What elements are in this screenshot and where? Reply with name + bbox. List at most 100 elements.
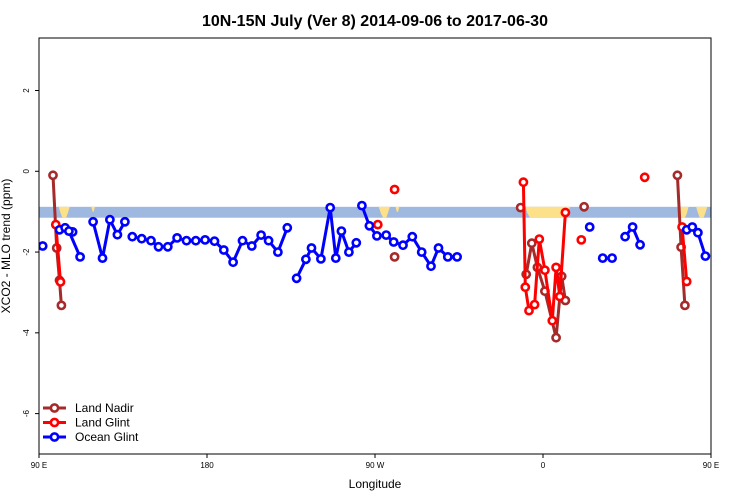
y-tick-label: -2 bbox=[22, 248, 31, 256]
ocean-glint-point bbox=[700, 251, 711, 261]
land-nadir-point bbox=[579, 201, 589, 212]
ocean-glint-point bbox=[237, 235, 248, 246]
ocean-glint-point bbox=[153, 241, 164, 252]
reference-band bbox=[39, 206, 737, 218]
ocean-glint-point bbox=[306, 243, 317, 253]
x-tick-label: 0 bbox=[541, 461, 546, 470]
band-overlay-2 bbox=[378, 206, 390, 218]
land-glint-line-6 bbox=[680, 226, 689, 282]
land-glint-point bbox=[518, 177, 529, 188]
land-glint-point bbox=[524, 305, 534, 316]
ocean-glint-line-3 bbox=[91, 218, 127, 260]
ocean-glint-point bbox=[607, 253, 617, 263]
y-tick-label: 2 bbox=[22, 88, 31, 93]
land-glint-point bbox=[560, 207, 571, 218]
legend-item-land-glint: Land Glint bbox=[43, 416, 130, 430]
ocean-glint-point bbox=[687, 222, 698, 232]
band-overlay-7 bbox=[733, 207, 737, 212]
ocean-glint-point bbox=[597, 253, 608, 263]
series-land-nadir bbox=[48, 170, 690, 343]
legend-label: Ocean Glint bbox=[75, 430, 139, 444]
ocean-glint-point bbox=[381, 230, 392, 240]
ocean-glint-point bbox=[112, 229, 123, 240]
x-tick-label: 90 E bbox=[31, 461, 47, 470]
ocean-glint-point bbox=[364, 220, 375, 231]
land-nadir-point bbox=[672, 170, 683, 181]
land-glint-point bbox=[389, 184, 400, 195]
ocean-glint-point bbox=[747, 218, 750, 225]
ocean-glint-point bbox=[300, 254, 311, 265]
ocean-glint-point bbox=[291, 273, 302, 284]
y-tick-label: -6 bbox=[22, 410, 31, 418]
land-nadir-point bbox=[551, 332, 561, 343]
land-nadir-point bbox=[680, 300, 690, 311]
legend-swatch-marker bbox=[49, 432, 60, 442]
x-axis-label: Longitude bbox=[349, 477, 402, 491]
ocean-glint-point bbox=[39, 241, 48, 251]
land-nadir-point bbox=[48, 170, 58, 181]
ocean-glint-point bbox=[452, 251, 462, 262]
land-nadir-point bbox=[389, 251, 400, 262]
land-glint-line-0 bbox=[54, 224, 62, 283]
legend-swatch-marker bbox=[49, 403, 60, 413]
ocean-glint-point bbox=[75, 251, 85, 262]
x-tick-label: 90 E bbox=[703, 461, 719, 470]
y-axis: 2 0 -2 -4 -6 bbox=[22, 88, 39, 417]
ocean-glint-point bbox=[351, 237, 362, 248]
ocean-glint-point bbox=[730, 216, 737, 223]
land-glint-point bbox=[551, 262, 561, 273]
band-overlay-4 bbox=[525, 206, 571, 218]
ocean-glint-point bbox=[228, 257, 238, 268]
ocean-glint-point bbox=[172, 232, 182, 243]
ocean-glint-point bbox=[737, 231, 744, 238]
land-glint-point bbox=[520, 282, 531, 293]
ocean-glint-line-5 bbox=[295, 206, 358, 279]
ocean-glint-point bbox=[136, 233, 147, 244]
ocean-glint-point bbox=[713, 218, 720, 225]
land-nadir-point bbox=[56, 300, 67, 311]
band-overlay-0 bbox=[58, 206, 70, 218]
ocean-glint-point bbox=[442, 251, 453, 262]
land-glint-point bbox=[554, 291, 565, 302]
ocean-glint-point bbox=[181, 235, 192, 246]
x-axis: 90 E 180 90 W 0 90 E bbox=[31, 454, 719, 470]
ocean-glint-point bbox=[388, 237, 399, 247]
legend-item-land-nadir: Land Nadir bbox=[43, 401, 134, 415]
land-glint-line-3 bbox=[521, 182, 567, 323]
ocean-glint-point bbox=[325, 202, 336, 213]
band-overlay-1 bbox=[91, 206, 95, 212]
ocean-glint-point bbox=[88, 216, 98, 227]
land-glint-point bbox=[576, 234, 587, 245]
land-glint-point bbox=[529, 299, 540, 310]
x-tick-label: 90 W bbox=[366, 461, 385, 470]
chart-title: 10N-15N July (Ver 8) 2014-09-06 to 2017-… bbox=[202, 13, 548, 30]
land-glint-point bbox=[540, 265, 550, 276]
band-overlay-3 bbox=[395, 206, 400, 212]
band-overlay-6 bbox=[696, 206, 708, 218]
ocean-glint-point bbox=[272, 247, 283, 257]
ocean-glint-point bbox=[97, 253, 108, 263]
ocean-glint-point bbox=[218, 245, 229, 255]
land-glint-point bbox=[534, 234, 545, 244]
ocean-glint-point bbox=[146, 235, 156, 246]
land-glint-point bbox=[639, 172, 650, 183]
ocean-glint-point bbox=[371, 230, 382, 241]
ocean-glint-point bbox=[315, 253, 326, 264]
y-tick-label: -4 bbox=[22, 329, 31, 337]
ocean-glint-point bbox=[190, 235, 201, 246]
ocean-glint-point bbox=[209, 236, 220, 247]
ocean-glint-point bbox=[627, 222, 638, 232]
ocean-glint-point bbox=[343, 247, 354, 257]
series-ocean-glint bbox=[39, 200, 750, 284]
ocean-glint-point bbox=[200, 234, 210, 245]
ocean-glint-point bbox=[162, 241, 173, 252]
ocean-glint-point bbox=[282, 222, 293, 233]
ocean-glint-point bbox=[105, 214, 115, 225]
ocean-glint-point bbox=[127, 231, 138, 242]
ocean-glint-point bbox=[584, 222, 595, 232]
ocean-glint-point bbox=[246, 241, 257, 251]
land-glint-point bbox=[681, 276, 692, 287]
ocean-glint-point bbox=[256, 230, 266, 240]
ocean-glint-point bbox=[330, 253, 341, 263]
